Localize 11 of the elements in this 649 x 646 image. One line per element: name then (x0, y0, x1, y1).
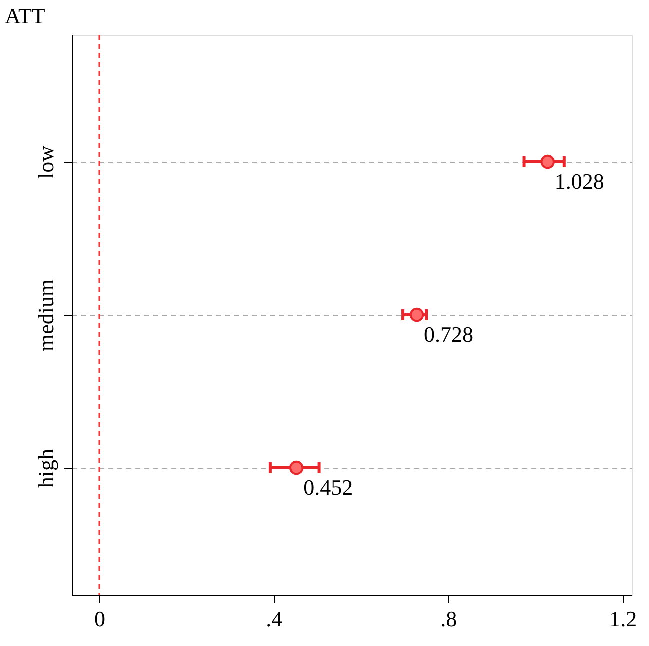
data-label: 0.728 (424, 322, 474, 347)
data-label: 0.452 (304, 475, 354, 500)
x-tick-label: 1.2 (610, 606, 638, 632)
data-label: 1.028 (554, 168, 604, 194)
x-tick-label: 0 (94, 606, 106, 632)
y-tick-label: high (34, 448, 58, 488)
chart-title: ATT (5, 3, 46, 28)
y-tick-label: medium (34, 279, 58, 352)
x-tick-label: .8 (440, 606, 458, 632)
x-tick-label: .4 (266, 606, 283, 632)
y-tick-label: low (34, 146, 58, 179)
